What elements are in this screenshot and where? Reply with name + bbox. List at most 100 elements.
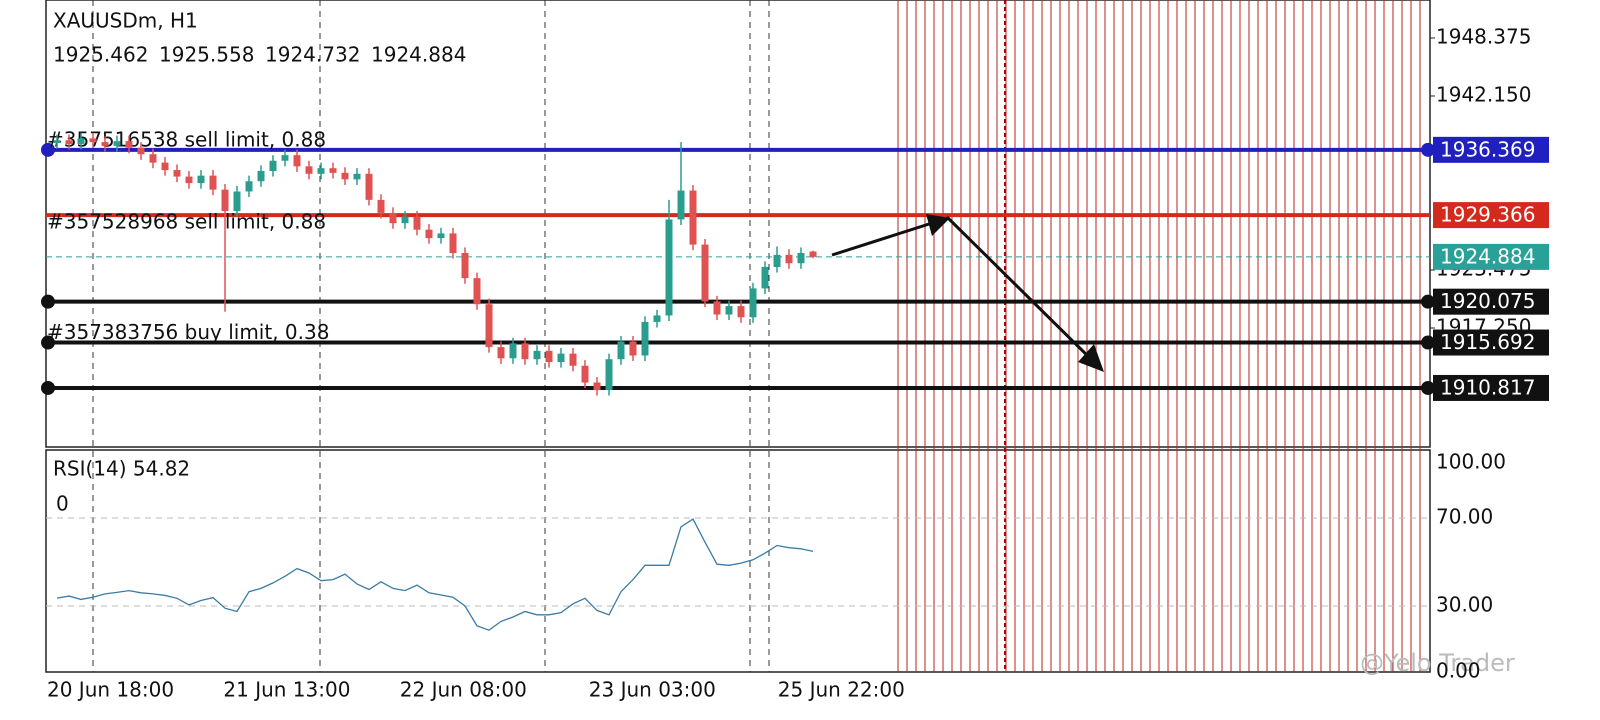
rsi-line — [56, 518, 814, 631]
price-box — [1433, 288, 1549, 315]
candle-body — [125, 141, 133, 148]
candle-body — [425, 229, 433, 239]
watermark: @Yelo Trader — [1360, 649, 1515, 677]
candle-body — [77, 138, 85, 144]
symbol-title: XAUUSDm, H1 — [53, 9, 198, 33]
candle-body — [113, 141, 121, 146]
order-label: #357528968 sell limit, 0.88 — [47, 210, 326, 234]
candle-body — [785, 254, 793, 264]
candle-body — [389, 212, 397, 224]
rsi-label: RSI(14) 54.82 — [53, 457, 190, 481]
candle-body — [497, 347, 505, 359]
candle-body — [725, 306, 733, 315]
level-handle — [1421, 294, 1435, 309]
price-label: 1936.369 — [1440, 137, 1535, 161]
candle-body — [365, 173, 373, 200]
ohlc-value: 1924.884 — [371, 43, 466, 67]
candle-body — [557, 353, 565, 363]
y-tick-label: 1942.150 — [1436, 82, 1531, 106]
price-box — [1433, 329, 1549, 356]
price-label: 1920.075 — [1440, 289, 1535, 313]
candle-body — [269, 160, 277, 171]
x-tick-label: 25 Jun 22:00 — [778, 678, 905, 702]
candle-body — [53, 140, 61, 144]
candle-body — [569, 353, 577, 366]
level-handle — [1421, 335, 1435, 350]
background — [45, 0, 1431, 673]
price-label: 1910.817 — [1440, 375, 1535, 399]
candle-body — [149, 154, 157, 163]
arrowhead — [1078, 344, 1104, 372]
candle-body — [305, 166, 313, 174]
candle-body — [641, 321, 649, 356]
candle-body — [689, 190, 697, 245]
arrowhead — [926, 214, 950, 236]
ohlc-readout: 1925.462 1925.558 1924.732 1924.884 — [53, 43, 466, 67]
candle-body — [665, 219, 673, 316]
x-tick-label: 20 Jun 18:00 — [47, 678, 174, 702]
price-label: 1929.366 — [1440, 203, 1535, 227]
candle-body — [629, 341, 637, 356]
candle-body — [605, 359, 613, 390]
ohlc-value: 1925.558 — [159, 43, 254, 67]
candle-body — [485, 304, 493, 348]
candle-body — [377, 199, 385, 213]
candle-body — [329, 168, 337, 173]
candle-body — [461, 252, 469, 279]
candle-body — [101, 142, 109, 146]
price-box — [1433, 136, 1549, 163]
x-tick-label: 22 Jun 08:00 — [400, 678, 527, 702]
level-handle — [41, 380, 55, 395]
candle-body — [89, 138, 97, 143]
candle-body — [293, 155, 301, 167]
level-handle — [41, 294, 55, 309]
candle-body — [233, 191, 241, 212]
level-handle — [41, 142, 55, 157]
main-panel — [45, 0, 1431, 448]
candle-body — [581, 365, 589, 383]
candle-body — [533, 350, 541, 360]
candle-body — [473, 278, 481, 305]
candle-body — [701, 244, 709, 302]
y-tick-label: 0.00 — [1436, 659, 1481, 683]
candle-body — [65, 140, 73, 144]
candle-body — [437, 233, 445, 239]
ohlc-value: 1924.732 — [265, 43, 360, 67]
candle-body — [617, 341, 625, 360]
candle-body — [197, 175, 205, 184]
rsi-panel — [45, 449, 1431, 673]
candle-body — [221, 189, 229, 212]
y-tick-label: 70.00 — [1436, 505, 1493, 529]
price-box — [1433, 202, 1549, 229]
candle-body — [761, 266, 769, 289]
candle-body — [317, 168, 325, 174]
price-box — [1433, 374, 1549, 401]
order-label: #357383756 buy limit, 0.38 — [47, 320, 329, 344]
candle-body — [749, 288, 757, 318]
candle-body — [773, 254, 781, 267]
candle-body — [545, 350, 553, 363]
candle-body — [401, 216, 409, 224]
candle-body — [809, 251, 817, 257]
candle-body — [713, 301, 721, 315]
candle-body — [281, 155, 289, 161]
candle-body — [413, 216, 421, 230]
order-label: #357516538 sell limit, 0.88 — [47, 127, 326, 151]
candle-body — [341, 172, 349, 180]
candle-body — [521, 343, 529, 360]
candle-body — [509, 343, 517, 359]
candle-body — [257, 170, 265, 182]
level-handle — [41, 335, 55, 350]
candle-body — [449, 233, 457, 253]
y-tick-label: 100.00 — [1436, 450, 1506, 474]
price-label: 1924.884 — [1440, 244, 1535, 268]
candle-body — [245, 181, 253, 192]
candle-body — [797, 252, 805, 264]
candle-body — [209, 175, 217, 190]
candle-body — [653, 315, 661, 322]
drawing-objects — [897, 0, 1421, 672]
candle-body — [161, 162, 169, 171]
ohlc-value: 1925.462 — [53, 43, 148, 67]
x-tick-label: 21 Jun 13:00 — [223, 678, 350, 702]
